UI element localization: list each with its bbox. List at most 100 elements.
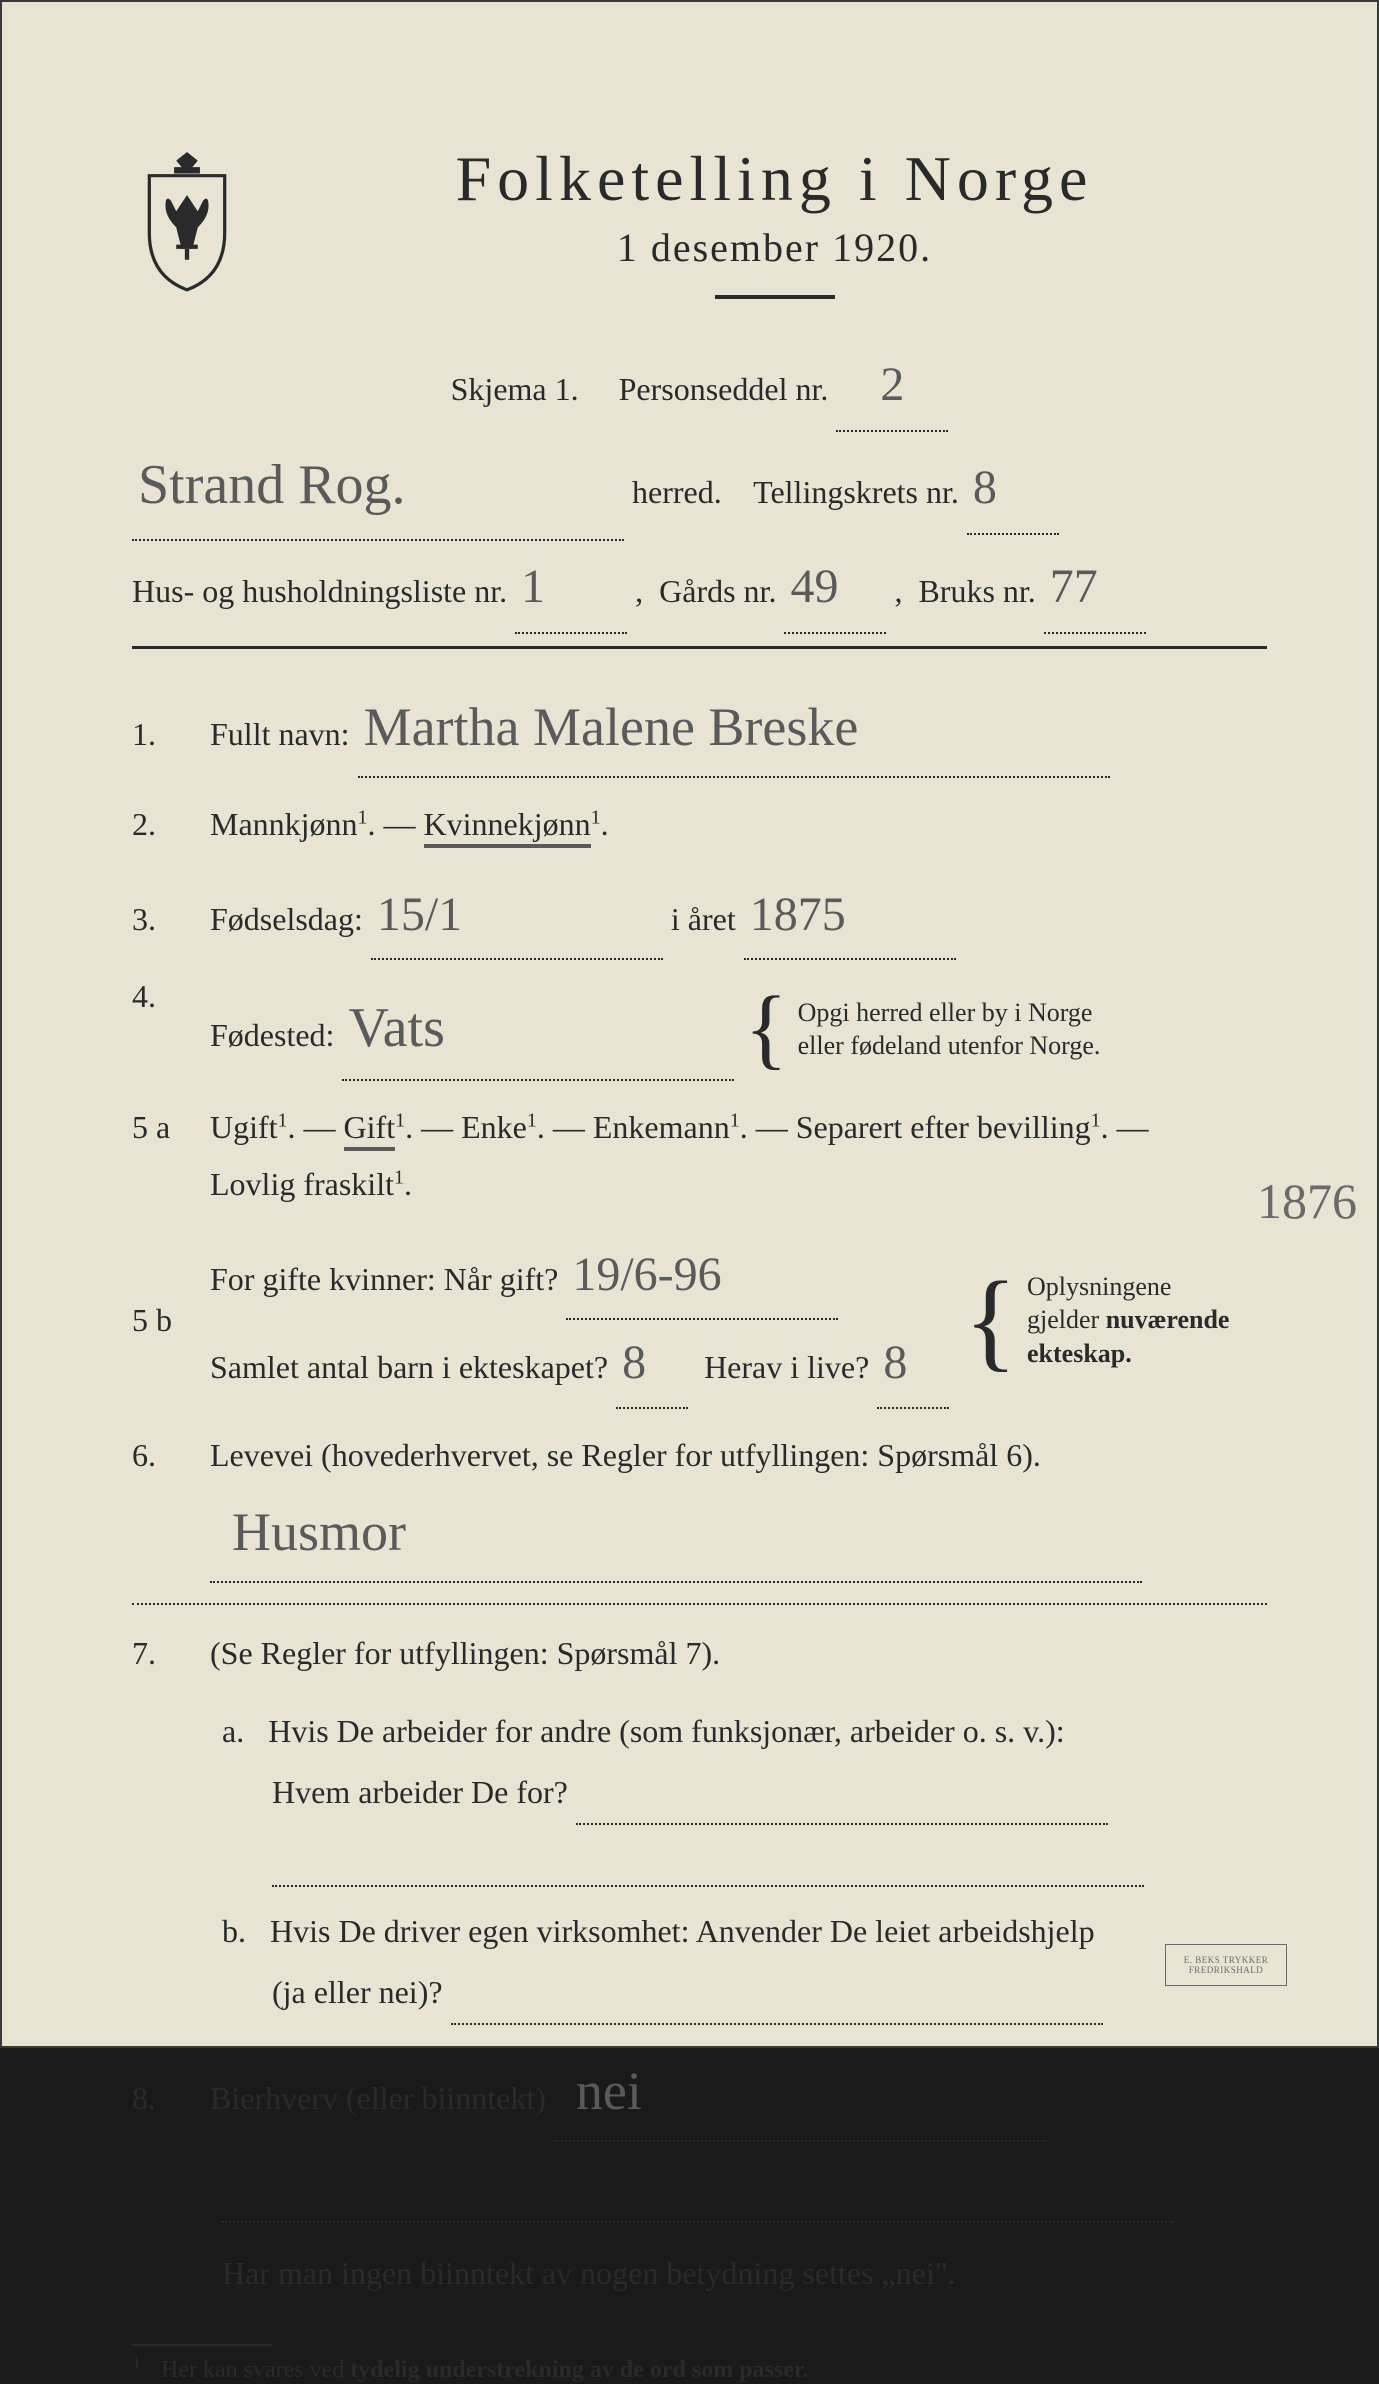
q1-label: Fullt navn: (210, 716, 350, 752)
q5b-label2: Samlet antal barn i ekteskapet? (210, 1349, 608, 1385)
note-line: Har man ingen biinntekt av nogen betydni… (222, 2243, 1267, 2304)
skjema-label: Skjema 1. (451, 371, 579, 407)
personseddel-label: Personseddel nr. (619, 371, 829, 407)
herred-value: Strand Rog. (138, 432, 406, 538)
footnote-pre: Her kan svares ved (161, 2357, 350, 2383)
personseddel-value: 2 (880, 339, 904, 430)
q8-blank (222, 2160, 1267, 2223)
gards-label: Gårds nr. (659, 573, 776, 609)
q4-value: Vats (348, 978, 444, 1079)
title-block: Folketelling i Norge 1 desember 1920. (282, 142, 1267, 329)
q3-row: 3. Fødselsdag: 15/1 i året 1875 (132, 872, 1267, 960)
q3-year: 1875 (750, 872, 846, 958)
q4-label: Fødested: (210, 1017, 334, 1053)
q5b-row: 5 b For gifte kvinner: Når gift? 19/6-96… (132, 1232, 1267, 1409)
q5a-opt0: Ugift (210, 1109, 278, 1145)
q5b-val1: 19/6-96 (572, 1232, 721, 1318)
bruks-label: Bruks nr. (918, 573, 1035, 609)
q5a-row: 5 a Ugift1. — Gift1. — Enke1. — Enkemann… (132, 1099, 1267, 1214)
page-subtitle: 1 desember 1920. (282, 224, 1267, 271)
note-text: Har man ingen biinntekt av nogen betydni… (222, 2255, 956, 2291)
q3-mid: i året (671, 901, 736, 937)
q7a-blank (272, 1825, 1267, 1888)
q7b: b. Hvis De driver egen virksomhet: Anven… (222, 1901, 1267, 1962)
page-title: Folketelling i Norge (282, 142, 1267, 216)
q7a: a. Hvis De arbeider for andre (som funks… (222, 1701, 1267, 1762)
q4-num: 4. (132, 978, 192, 1015)
q2-kvinne: Kvinnekjønn (424, 806, 591, 842)
q3-label: Fødselsdag: (210, 901, 363, 937)
footnote-bold: tydelig understrekning av de ord som pas… (350, 2357, 808, 2383)
q3-day: 15/1 (377, 872, 462, 958)
q5b-val3: 8 (883, 1320, 907, 1406)
q2-row: 2. Mannkjønn1. — Kvinnekjønn1. (132, 796, 1267, 854)
q5a-opt4: Separert efter bevilling (796, 1109, 1091, 1145)
q7-label: (Se Regler for utfyllingen: Spørsmål 7). (210, 1625, 1267, 1683)
herred-label: herred. (632, 474, 722, 510)
q8-label: Bierhverv (eller biinntekt) (210, 2080, 546, 2116)
q1-row: 1. Fullt navn: Martha Malene Breske (132, 679, 1267, 778)
footnote-marker: 1 (132, 2352, 141, 2372)
bruks-value: 77 (1050, 541, 1098, 632)
q5b-margin-year: 1876 (1257, 1156, 1357, 1246)
q4-row: 4. Fødested: Vats { Opgi herred eller by… (132, 978, 1267, 1081)
q5b-side1: Oplysningene (1027, 1272, 1171, 1301)
q5a-opt2: Enke (461, 1109, 527, 1145)
printer-stamp: E. BEKS TRYKKER FREDRIKSHALD (1165, 1944, 1287, 1986)
q5b-label1: For gifte kvinner: Når gift? (210, 1261, 558, 1297)
q7a-text1: Hvis De arbeider for andre (som funksjon… (268, 1713, 1064, 1749)
stamp-line2: FREDRIKSHALD (1166, 1965, 1286, 1975)
husliste-label: Hus- og husholdningsliste nr. (132, 573, 507, 609)
herred-line: Strand Rog. herred. Tellingskrets nr. 8 (132, 432, 1267, 540)
q7b-text2: (ja eller nei)? (272, 1974, 443, 2010)
q5a-opt5: Lovlig fraskilt (210, 1166, 394, 1202)
q7a-line2: Hvem arbeider De for? (272, 1762, 1267, 1825)
brace-icon: { (964, 1287, 1017, 1353)
husliste-value: 1 (521, 541, 545, 632)
q7b-label: b. (222, 1913, 246, 1949)
footnote-rule (132, 2344, 272, 2346)
section-divider (132, 646, 1267, 649)
q6-num: 6. (132, 1437, 192, 1474)
q7-row: 7. (Se Regler for utfyllingen: Spørsmål … (132, 1625, 1267, 1683)
skjema-line: Skjema 1. Personseddel nr. 2 (132, 339, 1267, 432)
footnote: 1 Her kan svares ved tydelig understrekn… (132, 2352, 1267, 2384)
q2-dash: — (384, 806, 424, 842)
q4-hint1: Opgi herred eller by i Norge (798, 998, 1093, 1027)
header: Folketelling i Norge 1 desember 1920. (132, 142, 1267, 329)
q6-row: 6. Levevei (hovederhvervet, se Regler fo… (132, 1427, 1267, 1584)
q7a-label: a. (222, 1713, 244, 1749)
dotted-divider (132, 1603, 1267, 1605)
q6-label: Levevei (hovederhvervet, se Regler for u… (210, 1437, 1041, 1473)
husliste-line: Hus- og husholdningsliste nr. 1 , Gårds … (132, 541, 1267, 634)
q3-num: 3. (132, 901, 192, 938)
q5a-opt1: Gift (344, 1109, 396, 1145)
q7b-text1: Hvis De driver egen virksomhet: Anvender… (270, 1913, 1095, 1949)
q7b-line2: (ja eller nei)? (272, 1962, 1267, 2025)
q8-row: 8. Bierhverv (eller biinntekt) nei (132, 2043, 1267, 2142)
q5b-num: 5 b (132, 1302, 192, 1339)
q7a-text2: Hvem arbeider De for? (272, 1774, 568, 1810)
census-form-page: Folketelling i Norge 1 desember 1920. Sk… (0, 0, 1379, 2048)
q6-value: Husmor (232, 1484, 406, 1581)
brace-icon: { (744, 1002, 787, 1056)
q8-value: nei (576, 2043, 642, 2140)
q5b-side3: ekteskap. (1027, 1339, 1132, 1368)
q7-num: 7. (132, 1635, 192, 1672)
q1-value: Martha Malene Breske (364, 679, 859, 776)
stamp-line1: E. BEKS TRYKKER (1166, 1955, 1286, 1965)
q5a-num: 5 a (132, 1109, 192, 1146)
q5b-val2: 8 (622, 1320, 646, 1406)
q2-num: 2. (132, 806, 192, 843)
coat-of-arms-icon (132, 152, 242, 292)
q2-mann: Mannkjønn (210, 806, 358, 842)
q5b-side2: gjelder nuværende (1027, 1305, 1229, 1334)
tellingskrets-value: 8 (973, 442, 997, 533)
gards-value: 49 (790, 541, 838, 632)
q1-num: 1. (132, 716, 192, 753)
q5a-opt3: Enkemann (593, 1109, 730, 1145)
title-divider (715, 295, 835, 299)
q5b-label3: Herav i live? (704, 1349, 869, 1385)
tellingskrets-label: Tellingskrets nr. (753, 474, 959, 510)
q8-num: 8. (132, 2080, 192, 2117)
